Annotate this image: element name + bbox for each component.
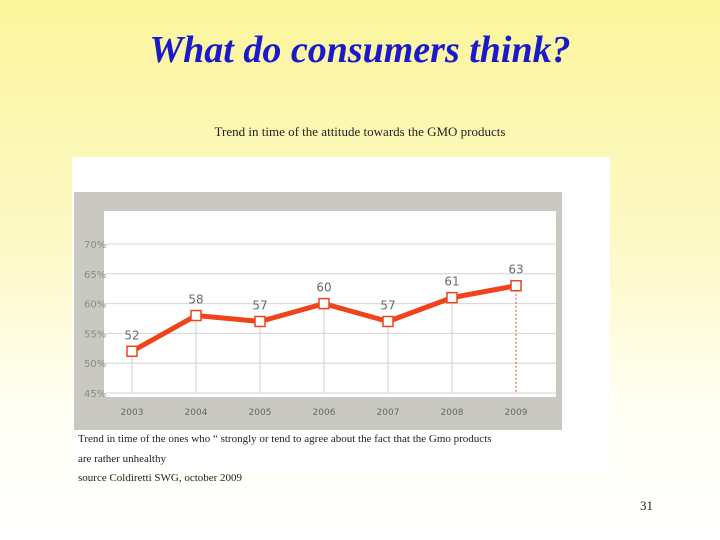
chart-panel: 45% 50% 55% 60% 65% 70% 52 58 57 60 57 61 63 2003 2004…: [72, 157, 610, 473]
y-tick-label: 45%: [84, 389, 106, 400]
data-point: [382, 315, 394, 328]
data-point: [190, 309, 202, 322]
data-point: [126, 345, 138, 358]
line-chart: 45% 50% 55% 60% 65% 70% 52 58 57 60 57 61 63 2003 2004…: [74, 192, 562, 430]
y-tick-label: 65%: [84, 270, 106, 281]
x-tick-label: 2008: [441, 408, 464, 418]
data-label: 58: [188, 293, 203, 307]
x-tick-label: 2003: [121, 408, 144, 418]
y-tick-label: 70%: [84, 240, 106, 251]
caption-line-2: are rather unhealthy: [78, 453, 166, 465]
x-tick-label: 2007: [377, 408, 400, 418]
data-point: [510, 279, 522, 292]
slide-title: What do consumers think?: [149, 29, 571, 71]
y-tick-label: 60%: [84, 300, 106, 311]
data-label: 60: [316, 281, 331, 295]
chart-title: Trend in time of the attitude towards th…: [214, 124, 506, 139]
y-tick-label: 55%: [84, 329, 106, 340]
data-label: 57: [380, 298, 395, 312]
data-label: 63: [508, 263, 523, 277]
x-tick-label: 2006: [313, 408, 336, 418]
data-point: [318, 297, 330, 310]
x-tick-label: 2009: [505, 408, 528, 418]
data-point: [446, 291, 458, 304]
x-tick-label: 2005: [249, 408, 272, 418]
data-label: 52: [124, 328, 139, 342]
y-tick-label: 50%: [84, 359, 106, 370]
caption-line-1: Trend in time of the ones who “ strongly…: [78, 433, 492, 445]
page-number: 31: [640, 498, 653, 513]
data-label: 57: [252, 298, 267, 312]
data-point: [254, 315, 266, 328]
caption-source: source Coldiretti SWG, october 2009: [78, 472, 243, 484]
x-tick-label: 2004: [185, 408, 208, 418]
data-label: 61: [444, 275, 459, 289]
